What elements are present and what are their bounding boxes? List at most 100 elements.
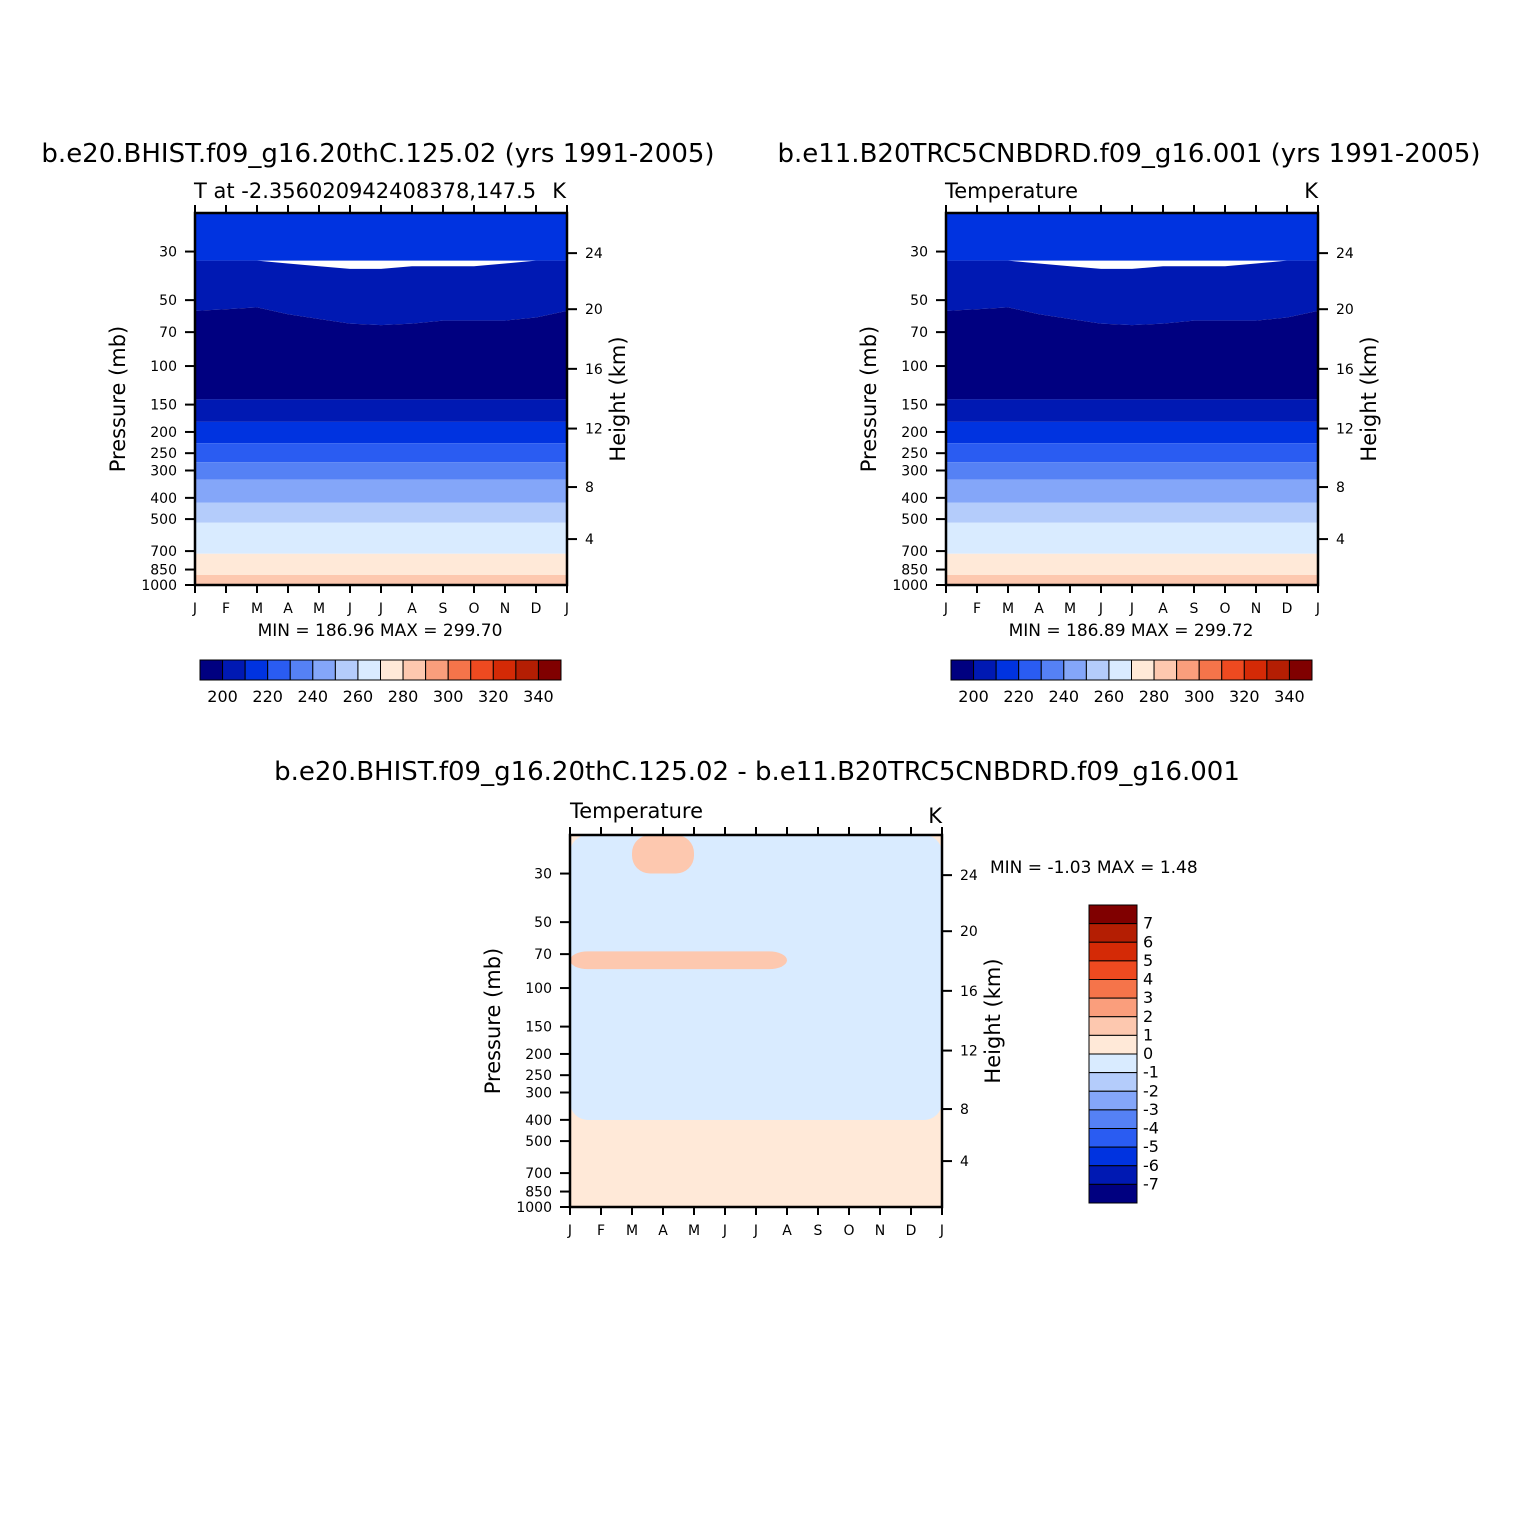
colorbar-label: 300 bbox=[433, 687, 464, 706]
colorbar-cell bbox=[1153, 659, 1178, 681]
colorbar-label: 1 bbox=[1143, 1025, 1153, 1044]
x-tick-label: S bbox=[814, 1223, 823, 1239]
contour-region bbox=[570, 951, 787, 970]
y-tick-label: 850 bbox=[150, 563, 177, 579]
y-tick-label: 150 bbox=[901, 398, 928, 414]
y-tick-label: 250 bbox=[150, 446, 177, 462]
panel1-colorbar: 200 220 240 260 280 300 320 340 bbox=[199, 659, 562, 706]
y2-tick-label: 4 bbox=[585, 532, 594, 548]
colorbar-cell bbox=[995, 659, 1020, 681]
colorbar-cell bbox=[1131, 659, 1155, 681]
x-tick-label: J bbox=[753, 1223, 758, 1239]
y2-tick-label: 20 bbox=[960, 924, 978, 940]
y2-tick-label: 24 bbox=[960, 868, 978, 884]
panel1-units: K bbox=[552, 179, 567, 203]
colorbar-cell bbox=[334, 659, 359, 681]
colorbar-label: 0 bbox=[1143, 1044, 1153, 1063]
y2-tick-label: 12 bbox=[585, 422, 603, 438]
colorbar-cell bbox=[425, 659, 449, 681]
colorbar-cell bbox=[950, 659, 975, 681]
colorbar-cell bbox=[973, 659, 997, 681]
colorbar-label: 320 bbox=[1229, 687, 1260, 706]
colorbar-cell bbox=[1088, 904, 1138, 925]
y-tick-label: 50 bbox=[159, 293, 177, 309]
panel1-title: b.e20.BHIST.f09_g16.20thC.125.02 (yrs 19… bbox=[41, 139, 714, 169]
colorbar-label: -4 bbox=[1143, 1119, 1159, 1138]
y2-tick-label: 8 bbox=[1336, 480, 1345, 496]
colorbar-cell bbox=[1288, 659, 1313, 681]
x-tick-label: A bbox=[407, 601, 417, 617]
y-tick-label: 70 bbox=[159, 325, 177, 341]
panel2-subtitle: Temperature bbox=[944, 179, 1078, 203]
y-tick-label: 250 bbox=[525, 1068, 552, 1084]
x-tick-label: J bbox=[1098, 601, 1103, 617]
colorbar-cell bbox=[1088, 1128, 1138, 1148]
colorbar-cell bbox=[1085, 659, 1110, 681]
x-tick-label: M bbox=[313, 601, 325, 617]
colorbar-cell bbox=[1088, 1016, 1138, 1036]
y2-tick-label: 12 bbox=[1336, 422, 1354, 438]
y-axis-label: Pressure (mb) bbox=[481, 948, 505, 1095]
colorbar-cell bbox=[492, 659, 517, 681]
y-tick-label: 300 bbox=[901, 464, 928, 480]
colorbar-label: 320 bbox=[478, 687, 509, 706]
colorbar-label: 6 bbox=[1143, 932, 1153, 951]
colorbar-cell bbox=[1088, 960, 1138, 980]
x-tick-label: A bbox=[1034, 601, 1044, 617]
colorbar-cell bbox=[1198, 659, 1223, 681]
colorbar-cell bbox=[402, 659, 427, 681]
y-tick-label: 100 bbox=[525, 981, 552, 997]
colorbar-cell bbox=[199, 659, 224, 681]
x-tick-label: D bbox=[1282, 601, 1293, 617]
contour-band bbox=[946, 553, 1318, 575]
y-tick-label: 850 bbox=[525, 1185, 552, 1201]
colorbar-cell bbox=[1040, 659, 1065, 681]
panel2-minmax: MIN = 186.89 MAX = 299.72 bbox=[1009, 621, 1254, 641]
colorbar-label: 240 bbox=[298, 687, 329, 706]
contour-band bbox=[946, 575, 1318, 585]
y2-axis-label: Height (km) bbox=[1357, 336, 1381, 461]
panel1-minmax: MIN = 186.96 MAX = 299.70 bbox=[258, 621, 503, 641]
y-tick-label: 1000 bbox=[141, 578, 177, 594]
colorbar-cell bbox=[244, 659, 269, 681]
contour-band bbox=[195, 260, 567, 326]
panel2-units: K bbox=[1304, 179, 1319, 203]
contour-band bbox=[946, 443, 1318, 463]
y-axis-label: Pressure (mb) bbox=[106, 326, 130, 473]
y2-tick-label: 16 bbox=[585, 362, 603, 378]
y-tick-label: 70 bbox=[534, 947, 552, 963]
colorbar-cell bbox=[357, 659, 381, 681]
colorbar-cell bbox=[1176, 659, 1200, 681]
x-tick-label: M bbox=[1002, 601, 1014, 617]
contour-band bbox=[946, 260, 1318, 326]
panel2-colorbar: 200 220 240 260 280 300 320 340 bbox=[950, 659, 1313, 706]
y2-tick-label: 16 bbox=[960, 984, 978, 1000]
y-tick-label: 70 bbox=[910, 325, 928, 341]
colorbar-label: 340 bbox=[1274, 687, 1305, 706]
colorbar-label: -3 bbox=[1143, 1100, 1159, 1119]
contour-band bbox=[195, 575, 567, 585]
x-tick-label: J bbox=[192, 601, 197, 617]
colorbar-cell bbox=[312, 659, 336, 681]
colorbar-label: -7 bbox=[1143, 1174, 1159, 1193]
colorbar-cell bbox=[1088, 1053, 1138, 1074]
y-tick-label: 250 bbox=[901, 446, 928, 462]
y-tick-label: 500 bbox=[901, 512, 928, 528]
contour-band bbox=[195, 399, 567, 422]
colorbar-cell bbox=[470, 659, 494, 681]
contour-band bbox=[946, 479, 1318, 503]
x-tick-label: N bbox=[875, 1223, 885, 1239]
x-tick-label: N bbox=[1251, 601, 1261, 617]
colorbar-cell bbox=[1088, 941, 1138, 962]
colorbar-label: 5 bbox=[1143, 951, 1153, 970]
colorbar-label: -6 bbox=[1143, 1156, 1159, 1175]
colorbar-label: 220 bbox=[252, 687, 283, 706]
x-tick-label: A bbox=[658, 1223, 668, 1239]
y-tick-label: 50 bbox=[534, 915, 552, 931]
contour-band bbox=[946, 522, 1318, 554]
panel1-plot: J F M A M J J A S O N D J 30 50 70 100 150 200 250 300 400 500… bbox=[106, 205, 630, 617]
contour-band bbox=[195, 307, 567, 400]
panel3-plot: J F M A M J J A S O N D J 30 50 70 100 150 200 250 300 400 500… bbox=[481, 827, 1005, 1239]
